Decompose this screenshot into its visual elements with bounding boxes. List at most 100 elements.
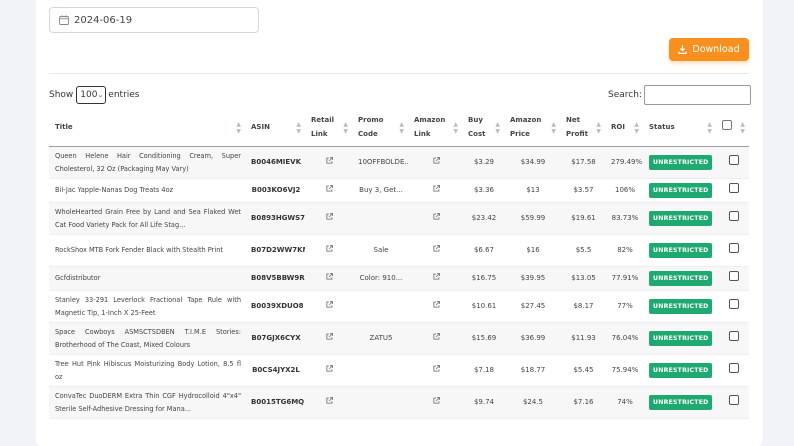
column-header-label: Link — [414, 129, 431, 138]
select-all-header[interactable]: ▲ ▼ — [716, 109, 749, 147]
external-link-icon[interactable] — [432, 212, 440, 220]
products-table: Title ▲ ▼ ASIN ▲ ▼ Retail Link ▲ ▼ Promo Code ▲ ▼ Amaz… — [49, 109, 749, 419]
status-cell: UNRESTRICTED — [643, 354, 716, 387]
entries-select[interactable]: 100 ⌄ — [76, 86, 107, 104]
external-link-icon[interactable] — [326, 156, 333, 164]
amazon-link[interactable] — [408, 290, 462, 323]
external-link-icon[interactable] — [432, 364, 440, 372]
roi-value: 82% — [605, 234, 643, 267]
external-link-icon[interactable] — [326, 212, 333, 220]
sort-icon: ▲ ▼ — [343, 120, 348, 135]
amazon-price: $34.99 — [504, 146, 560, 179]
results-card: 2024-06-19 Download Show 100 ⌄ entries S… — [36, 0, 763, 446]
external-link-icon[interactable] — [432, 244, 440, 252]
net-profit: $11.93 — [560, 322, 605, 355]
retail-link[interactable] — [305, 202, 352, 235]
external-link-icon[interactable] — [326, 272, 333, 280]
row-select[interactable] — [716, 354, 749, 387]
external-link-icon[interactable] — [326, 332, 333, 340]
retail-link[interactable] — [305, 290, 352, 323]
retail-link[interactable] — [305, 322, 352, 355]
row-checkbox[interactable] — [728, 362, 739, 373]
retail-link[interactable] — [305, 234, 352, 267]
retail-link[interactable] — [305, 386, 352, 419]
status-badge: UNRESTRICTED — [649, 331, 713, 346]
date-filter-value: 2024-06-19 — [74, 14, 133, 26]
retail-link[interactable] — [305, 178, 352, 203]
row-select[interactable] — [716, 290, 749, 323]
amazon-link[interactable] — [408, 234, 462, 267]
column-header[interactable]: Amazon Price ▲ ▼ — [504, 109, 560, 147]
amazon-link[interactable] — [408, 178, 462, 203]
status-cell: UNRESTRICTED — [643, 202, 716, 235]
row-checkbox[interactable] — [728, 154, 739, 165]
amazon-link[interactable] — [408, 322, 462, 355]
retail-link[interactable] — [305, 354, 352, 387]
column-header[interactable]: Promo Code ▲ ▼ — [352, 109, 408, 147]
column-header[interactable]: Retail Link ▲ ▼ — [305, 109, 352, 147]
column-header[interactable]: Title ▲ ▼ — [49, 109, 245, 147]
table-row: WholeHearted Grain Free by Land and Sea … — [49, 202, 749, 235]
external-link-icon[interactable] — [326, 300, 333, 308]
external-link-icon[interactable] — [432, 332, 440, 340]
external-link-icon[interactable] — [432, 300, 440, 308]
row-select[interactable] — [716, 178, 749, 203]
divider — [49, 73, 749, 74]
column-header[interactable]: ASIN ▲ ▼ — [245, 109, 305, 147]
external-link-icon[interactable] — [432, 184, 440, 192]
row-checkbox[interactable] — [728, 330, 739, 341]
row-checkbox[interactable] — [728, 394, 739, 405]
column-header[interactable]: Buy Cost ▲ ▼ — [462, 109, 504, 147]
row-select[interactable] — [716, 146, 749, 179]
promo-code — [352, 202, 408, 235]
external-link-icon[interactable] — [432, 156, 440, 164]
column-header[interactable]: Status ▲ ▼ — [643, 109, 716, 147]
table-header-row: Title ▲ ▼ ASIN ▲ ▼ Retail Link ▲ ▼ Promo Code ▲ ▼ Amaz… — [49, 109, 749, 147]
amazon-link[interactable] — [408, 146, 462, 179]
column-header[interactable]: Amazon Link ▲ ▼ — [408, 109, 462, 147]
product-title: Bil-Jac Yapple-Nanas Dog Treats 4oz — [49, 178, 245, 203]
calendar-icon — [59, 15, 69, 25]
external-link-icon[interactable] — [326, 396, 333, 404]
table-row: Space Cowboys ASMSCTSDBEN T.I.M.E Storie… — [49, 322, 749, 355]
row-select[interactable] — [716, 234, 749, 267]
status-badge: UNRESTRICTED — [649, 299, 713, 314]
row-select[interactable] — [716, 266, 749, 291]
row-checkbox[interactable] — [728, 210, 739, 221]
external-link-icon[interactable] — [326, 244, 333, 252]
external-link-icon[interactable] — [432, 396, 440, 404]
row-checkbox[interactable] — [728, 270, 739, 281]
amazon-link[interactable] — [408, 354, 462, 387]
amazon-link[interactable] — [408, 386, 462, 419]
sort-icon: ▲ ▼ — [399, 120, 404, 135]
retail-link[interactable] — [305, 266, 352, 291]
row-select[interactable] — [716, 322, 749, 355]
row-checkbox[interactable] — [728, 182, 739, 193]
external-link-icon[interactable] — [432, 272, 440, 280]
date-filter-input[interactable]: 2024-06-19 — [49, 7, 259, 33]
asin-value: B0015TG6MQ — [245, 386, 305, 419]
column-header[interactable]: ROI ▲ ▼ — [605, 109, 643, 147]
status-badge: UNRESTRICTED — [649, 395, 713, 410]
search-control: Search: — [608, 84, 751, 106]
promo-code: Color: 910... — [352, 266, 408, 291]
search-input[interactable] — [643, 85, 751, 105]
amazon-link[interactable] — [408, 266, 462, 291]
amazon-link[interactable] — [408, 202, 462, 235]
net-profit: $3.57 — [560, 178, 605, 203]
external-link-icon[interactable] — [326, 364, 333, 372]
asin-value: B07GJX6CYX — [245, 322, 305, 355]
row-select[interactable] — [716, 386, 749, 419]
row-select[interactable] — [716, 202, 749, 235]
row-checkbox[interactable] — [728, 298, 739, 309]
select-all-checkbox[interactable] — [722, 119, 732, 130]
row-checkbox[interactable] — [728, 242, 739, 253]
product-title: Space Cowboys ASMSCTSDBEN T.I.M.E Storie… — [49, 322, 245, 355]
download-button[interactable]: Download — [669, 38, 749, 61]
external-link-icon[interactable] — [326, 184, 333, 192]
asin-value: B0039XDUO8 — [245, 290, 305, 323]
buy-cost: $3.29 — [462, 146, 504, 179]
status-cell: UNRESTRICTED — [643, 322, 716, 355]
column-header[interactable]: Net Profit ▲ ▼ — [560, 109, 605, 147]
retail-link[interactable] — [305, 146, 352, 179]
